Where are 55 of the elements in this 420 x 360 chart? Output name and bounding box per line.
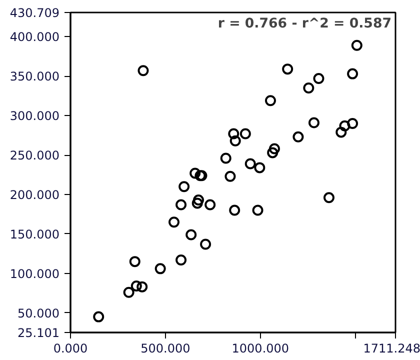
point [190, 168, 201, 179]
x-tick-label: 1000.000 [232, 342, 290, 356]
point [228, 128, 240, 140]
y-tick-label: 25.101 [18, 326, 60, 340]
point [336, 126, 347, 138]
point [93, 311, 104, 322]
point [267, 147, 278, 158]
point [129, 256, 140, 268]
point [268, 143, 280, 154]
point [200, 238, 212, 250]
x-tick-label: 0.000 [53, 342, 88, 356]
x-tick-label: 500.000 [140, 342, 190, 356]
y-tick-label: 50.000 [18, 306, 60, 320]
point [138, 65, 149, 76]
point [351, 40, 362, 51]
point [204, 199, 216, 210]
y-tick-label: 430.709 [10, 6, 60, 20]
point [244, 158, 256, 170]
y-tick-label: 150.000 [10, 227, 60, 242]
point [323, 192, 334, 204]
x-tick-label: 1711.248 [363, 342, 420, 356]
y-tick-label: 350.000 [10, 70, 60, 84]
point [347, 68, 358, 80]
point [154, 263, 166, 274]
y-tick-label: 250.000 [10, 148, 60, 163]
y-tick-label: 200.000 [10, 188, 60, 202]
point [186, 229, 197, 240]
point [292, 131, 304, 142]
point [308, 117, 320, 128]
y-tick-label: 100.000 [10, 266, 60, 281]
point [220, 152, 232, 164]
y-tick-label: 400.000 [10, 30, 60, 44]
point [178, 181, 190, 192]
point [192, 198, 203, 209]
point [224, 170, 236, 182]
point [252, 204, 264, 216]
annotation: r = 0.766 - r^2 = 0.587 [218, 16, 392, 32]
point [303, 82, 314, 94]
y-tick-label: 300.000 [10, 109, 60, 124]
point [339, 120, 350, 132]
point [264, 95, 276, 106]
point [229, 204, 240, 216]
point [130, 280, 142, 292]
point [347, 118, 358, 129]
point [240, 128, 251, 140]
point [193, 194, 204, 206]
point [176, 254, 187, 266]
point [282, 64, 294, 75]
point [136, 281, 148, 292]
point [123, 286, 134, 298]
point [176, 199, 187, 210]
point [254, 162, 266, 174]
point [168, 216, 180, 228]
point [313, 73, 324, 84]
point [230, 135, 241, 146]
